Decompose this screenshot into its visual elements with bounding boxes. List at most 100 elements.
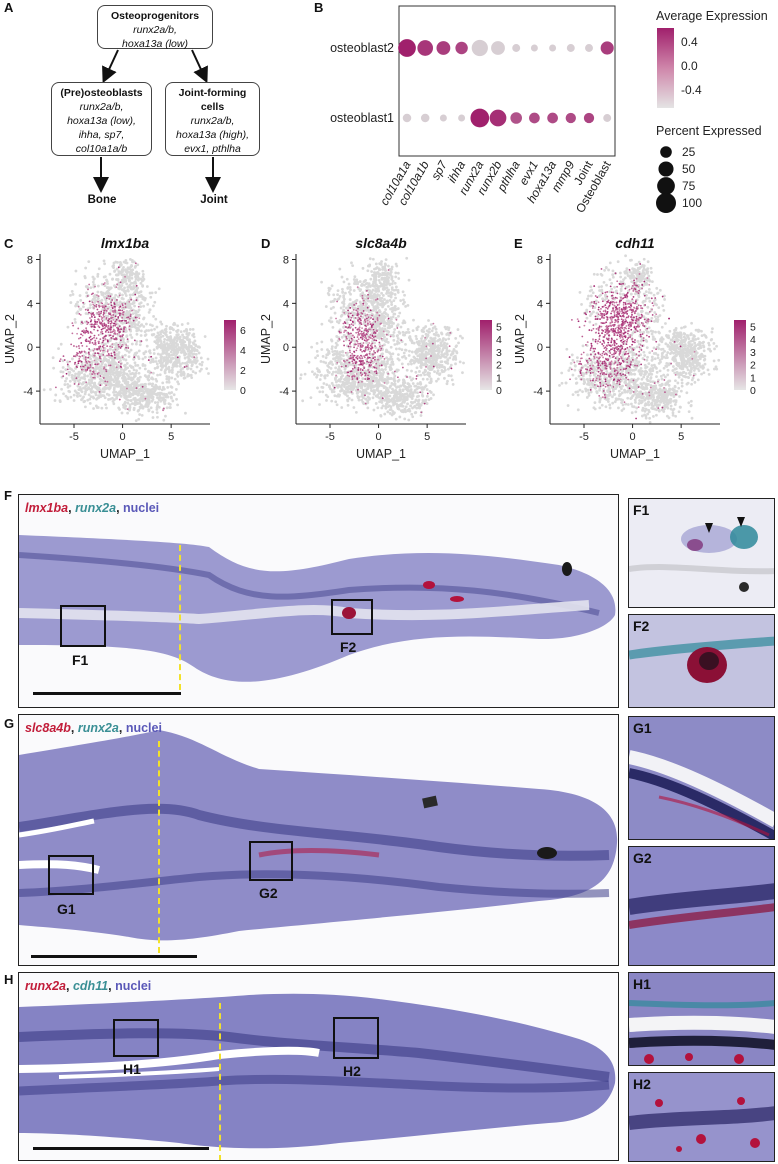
- inset-g2: G2: [628, 846, 775, 966]
- dot-osteoblast2-sp7: [436, 41, 451, 55]
- x-tick-5: 5: [168, 431, 174, 443]
- x-tick-5: 5: [424, 431, 430, 443]
- dot-osteoblast1-mmp9: [565, 112, 576, 124]
- colorbar-tick-3: 3: [496, 347, 502, 359]
- inset-f1-art: [629, 517, 774, 592]
- colorbar: [480, 320, 492, 390]
- x-tick--5: -5: [325, 431, 335, 443]
- dot-osteoblast2-mmp9: [566, 44, 575, 52]
- roi-g2-label: G2: [259, 885, 278, 901]
- roi-g2: [249, 841, 293, 881]
- inset-h1-label: H1: [633, 976, 651, 992]
- colorbar-tick-4: 4: [750, 334, 756, 346]
- inset-g2-label: G2: [633, 850, 652, 866]
- colorbar-tick-0: 0: [240, 385, 246, 397]
- size-tick-25: 25: [682, 145, 696, 159]
- legend-g: slc8a4b, runx2a, nuclei: [25, 721, 162, 735]
- panel-label-d: D: [261, 236, 271, 251]
- dot-osteoblast1-col10a1b: [420, 113, 430, 123]
- x-axis-label: UMAP_1: [610, 447, 660, 461]
- tissue-g-shape: [19, 730, 618, 941]
- colorbar: [734, 320, 746, 390]
- umap-cells: [558, 254, 721, 424]
- y-tick-8: 8: [27, 254, 33, 266]
- dot-osteoblast2-Joint: [585, 44, 593, 52]
- x-axis-label: UMAP_1: [100, 447, 150, 461]
- dot-osteoblast2-col10a1a: [398, 39, 416, 57]
- dot-osteoblast1-ihha: [458, 114, 466, 122]
- inset-f2: F2: [628, 614, 775, 708]
- panel-label-b: B: [314, 0, 324, 15]
- x-tick-0: 0: [630, 431, 636, 443]
- colorbar-tick-2: 2: [750, 360, 756, 372]
- micrograph-h: runx2a, cdh11, nuclei H1 H2: [18, 972, 619, 1161]
- y-tick--4: -4: [23, 386, 33, 398]
- umap-cells: [299, 256, 465, 422]
- legend-h-gene2: cdh11: [72, 979, 109, 993]
- size-legend-title: Percent Expressed: [656, 124, 762, 138]
- colorbar-tick-5: 5: [496, 321, 502, 333]
- color-legend-bar: [657, 28, 674, 108]
- dashed-line-h: [219, 1003, 221, 1160]
- size-tick-100: 100: [682, 196, 702, 210]
- scale-bar-h: [33, 1147, 209, 1150]
- arrow-to-preosteoblasts: [102, 49, 119, 84]
- dot-osteoblast1-sp7: [439, 114, 447, 122]
- colorbar-tick-2: 2: [496, 360, 502, 372]
- colorbar-tick-0: 0: [750, 385, 756, 397]
- osteoprogenitors-box: Osteoprogenitors runx2a/b, hoxa13a (low): [97, 5, 213, 50]
- size-key-25: [660, 146, 672, 158]
- legend-g-gene1: slc8a4b: [25, 721, 71, 735]
- colorbar: [224, 320, 236, 390]
- dotplot-frame: [398, 5, 616, 157]
- panel-label-f: F: [4, 488, 12, 503]
- colorbar-tick-4: 4: [240, 345, 246, 357]
- panel-label-a: A: [4, 0, 14, 15]
- umap-title: slc8a4b: [355, 235, 407, 251]
- y-tick-0: 0: [537, 342, 543, 354]
- y-tick-4: 4: [27, 298, 33, 310]
- x-tick-0: 0: [120, 431, 126, 443]
- scale-bar-g: [31, 955, 197, 958]
- y-tick-8: 8: [283, 254, 289, 266]
- roi-h2-label: H2: [343, 1063, 361, 1079]
- umap-expressing-cells: [54, 262, 196, 412]
- joint-cells-line2: hoxa13a (high),: [176, 129, 249, 141]
- y-axis-label: UMAP_2: [259, 314, 273, 364]
- roi-g1-label: G1: [57, 901, 76, 917]
- legend-g-gene2: runx2a: [77, 721, 119, 735]
- y-tick-4: 4: [537, 298, 543, 310]
- legend-h: runx2a, cdh11, nuclei: [25, 979, 152, 993]
- inset-h2-label: H2: [633, 1076, 651, 1092]
- inset-g1-label: G1: [633, 720, 652, 736]
- dot-osteoblast1-runx2a: [470, 108, 490, 128]
- size-key-100: [656, 193, 676, 213]
- umap-title: cdh11: [615, 235, 655, 251]
- x-tick--5: -5: [69, 431, 79, 443]
- osteoprogenitors-line1: runx2a/b,: [133, 24, 177, 36]
- colorbar-tick-6: 6: [240, 325, 246, 337]
- dot-osteoblast2-pthlha: [512, 44, 521, 52]
- preosteoblasts-line2: hoxa13a (low),: [67, 115, 136, 127]
- osteoprogenitors-line2: hoxa13a (low): [122, 38, 188, 50]
- y-tick-8: 8: [537, 254, 543, 266]
- size-tick-50: 50: [682, 162, 696, 176]
- legend-g-nuclei: nuclei: [125, 721, 162, 735]
- y-tick--4: -4: [533, 386, 543, 398]
- inset-f1-label: F1: [633, 502, 650, 518]
- dot-osteoblast1-pthlha: [510, 112, 522, 124]
- preosteoblasts-line1: runx2a/b,: [79, 101, 124, 113]
- umap-cells: [42, 258, 210, 423]
- roi-f2-label: F2: [340, 639, 357, 655]
- dashed-line-g: [158, 741, 160, 953]
- dot-osteoblast1-Osteoblast: [603, 114, 612, 122]
- micrograph-g: slc8a4b, runx2a, nuclei G1 G2: [18, 714, 619, 966]
- arrowhead-2: [737, 517, 745, 527]
- inset-f1: F1: [628, 498, 775, 608]
- inset-g1: G1: [628, 716, 775, 840]
- dot-osteoblast2-ihha: [455, 41, 468, 55]
- panel-label-h: H: [4, 972, 14, 987]
- flowchart-arrows: [93, 49, 221, 193]
